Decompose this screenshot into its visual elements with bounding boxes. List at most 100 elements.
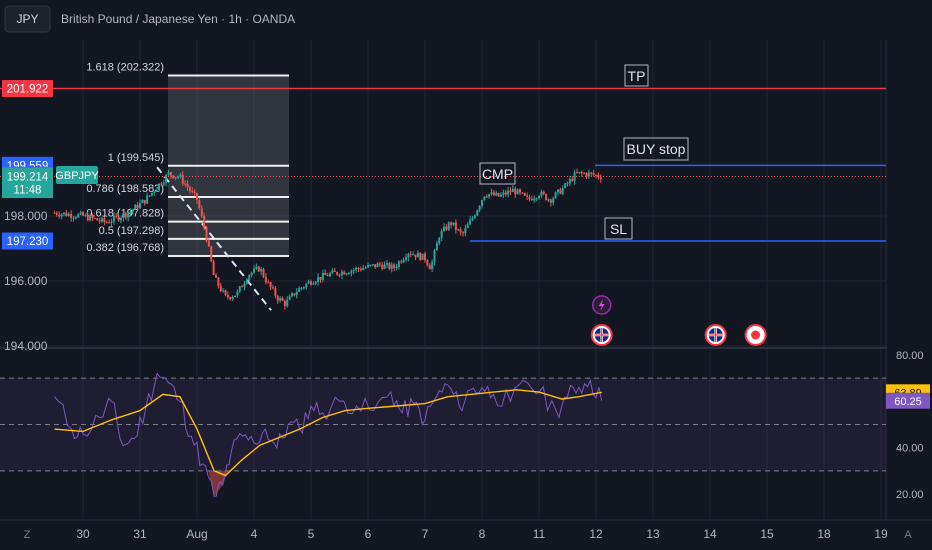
candle-body	[514, 188, 517, 195]
candle-body	[554, 192, 557, 199]
candle-body	[580, 171, 583, 174]
candle-body	[196, 193, 198, 201]
candle-body	[77, 214, 80, 218]
chart-title: British Pound / Japanese Yen · 1h · OAND…	[61, 12, 295, 26]
candle-body	[488, 194, 491, 197]
candle-body	[566, 183, 569, 185]
candle-body	[82, 212, 84, 216]
candle-body	[283, 300, 286, 306]
candle-body	[207, 240, 210, 247]
candle-body	[324, 272, 327, 276]
timezone-toggle-icon[interactable]: Z	[24, 529, 31, 541]
candle-body	[122, 213, 125, 219]
candle-body	[295, 291, 298, 296]
candle-body	[112, 215, 115, 222]
candle-body	[248, 275, 251, 281]
candle-body	[186, 183, 189, 188]
candle-body	[528, 196, 531, 199]
horizontal-lines	[0, 87, 886, 242]
candle-body	[108, 222, 111, 224]
time-axis[interactable]: 30 31 Aug 4 5 6 7 8 11 12 13 14 15 18 19 Z A	[0, 519, 932, 541]
candle-body	[146, 195, 149, 204]
candle-body	[274, 288, 277, 297]
candle-body	[376, 263, 379, 268]
candle-body	[435, 243, 438, 251]
candle-body	[542, 191, 545, 195]
candle-body	[421, 253, 424, 260]
candle-body	[462, 232, 464, 234]
candlestick-series	[53, 168, 602, 310]
candle-body	[129, 211, 132, 214]
sl-label: SL	[610, 221, 627, 237]
candle-body	[300, 287, 303, 289]
symbol-chip[interactable]	[4, 5, 51, 33]
tp-label-box[interactable]	[624, 64, 649, 87]
candle-body	[117, 216, 120, 221]
candle-body	[179, 174, 182, 177]
candle-body	[136, 204, 139, 209]
candle-body	[139, 202, 141, 209]
candle-body	[523, 193, 526, 196]
candle-body	[234, 295, 236, 298]
fibonacci-retracement[interactable]: 1.618 (202.322) 1 (199.545) 0.786 (198.583…	[86, 62, 289, 311]
time-tick-5: 6	[365, 527, 372, 541]
candle-body	[272, 287, 274, 289]
candle-body	[181, 174, 184, 184]
candle-body	[599, 177, 602, 180]
event-markers[interactable]	[590, 295, 767, 346]
candle-body	[63, 212, 65, 215]
grid	[0, 40, 932, 520]
candle-body	[447, 222, 450, 230]
fib-level-label-4: 0.5 (197.298)	[99, 225, 164, 237]
cmp-label-box[interactable]	[479, 162, 516, 185]
candle-body	[592, 173, 595, 175]
candle-body	[587, 172, 590, 177]
candle-body	[148, 195, 151, 197]
candle-body	[98, 220, 101, 222]
candle-body	[431, 262, 434, 270]
buy-stop-label: BUY stop	[627, 141, 686, 157]
candle-body	[250, 272, 253, 276]
candle-body	[281, 298, 284, 301]
candle-body	[471, 217, 474, 220]
candle-body	[502, 192, 505, 195]
candle-body	[340, 271, 343, 276]
candle-body	[426, 260, 429, 266]
candle-body	[452, 222, 455, 225]
fib-trend-line	[156, 166, 272, 311]
rsi-tick-2: 80.00	[896, 350, 924, 362]
time-tick-4: 5	[308, 527, 315, 541]
candle-body	[217, 277, 220, 286]
candle-body	[386, 263, 388, 265]
candle-body	[150, 192, 153, 196]
price-scale[interactable]: 194.000196.000198.000201.922199.559199.2…	[2, 40, 932, 520]
price-tag-4	[2, 232, 53, 250]
candle-body	[188, 187, 191, 191]
candle-body	[58, 214, 61, 217]
candle-body	[590, 172, 593, 174]
candle-body	[469, 219, 472, 225]
candle-body	[336, 271, 339, 275]
cmp-label: CMP	[482, 166, 513, 182]
price-tick-2: 198.000	[4, 209, 48, 223]
candle-body	[362, 268, 365, 271]
buy-stop-label-box[interactable]	[623, 137, 689, 161]
candle-body	[326, 275, 329, 277]
candle-body	[388, 263, 391, 269]
time-tick-13: 18	[817, 527, 831, 541]
candle-body	[212, 261, 215, 276]
candle-body	[60, 214, 63, 217]
candle-body	[390, 264, 393, 269]
candle-body	[409, 253, 412, 255]
auto-scale-toggle-icon[interactable]: A	[904, 529, 912, 541]
candle-body	[443, 226, 445, 231]
candle-body	[153, 191, 156, 193]
sl-label-box[interactable]	[604, 217, 633, 240]
candle-body	[345, 273, 348, 275]
candle-body	[549, 199, 552, 203]
candle-body	[492, 192, 495, 196]
price-tag-0	[2, 80, 53, 98]
candle-body	[343, 271, 346, 275]
time-tick-12: 15	[760, 527, 774, 541]
